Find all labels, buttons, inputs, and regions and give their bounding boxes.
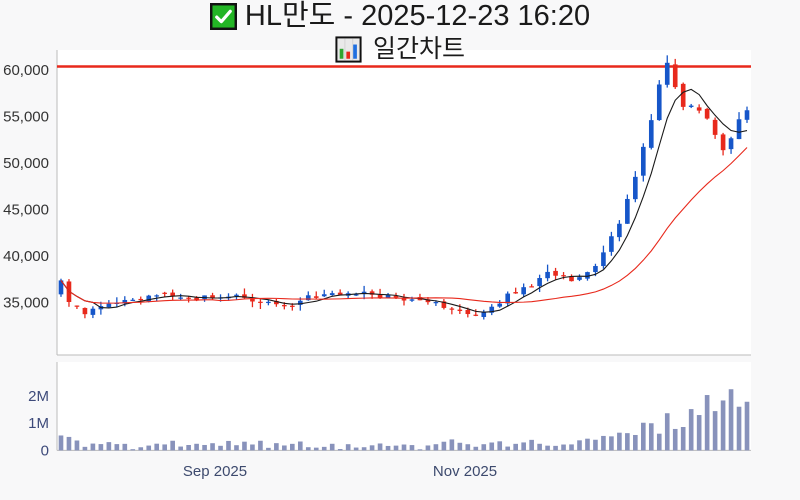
- svg-text:60,000: 60,000: [3, 62, 49, 79]
- svg-text:0: 0: [41, 442, 49, 459]
- svg-text:Sep 2025: Sep 2025: [183, 463, 247, 480]
- svg-text:2M: 2M: [28, 388, 49, 405]
- svg-text:55,000: 55,000: [3, 109, 49, 126]
- svg-text:1M: 1M: [28, 415, 49, 432]
- svg-text:Nov 2025: Nov 2025: [433, 463, 497, 480]
- svg-text:40,000: 40,000: [3, 248, 49, 265]
- svg-text:50,000: 50,000: [3, 155, 49, 172]
- svg-text:45,000: 45,000: [3, 202, 49, 219]
- svg-text:35,000: 35,000: [3, 295, 49, 312]
